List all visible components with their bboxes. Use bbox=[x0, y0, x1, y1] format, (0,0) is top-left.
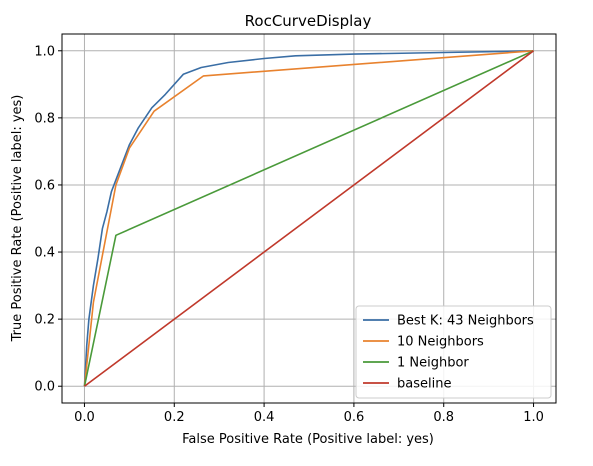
legend-label: baseline bbox=[397, 377, 451, 392]
legend-label: 10 Neighbors bbox=[397, 335, 484, 350]
legend: Best K: 43 Neighbors 10 Neighbors 1 Neighb… bbox=[355, 305, 552, 399]
y-tick-label: 0.8 bbox=[34, 111, 55, 126]
x-tick-label: 0.4 bbox=[254, 410, 275, 425]
plot-frame bbox=[61, 33, 557, 404]
y-tick-label: 1.0 bbox=[34, 44, 55, 59]
x-ticks: 0.0 0.2 0.4 0.6 0.8 1.0 bbox=[74, 403, 544, 425]
series-line-2 bbox=[83, 50, 534, 387]
legend-label: Best K: 43 Neighbors bbox=[397, 314, 534, 329]
legend-label: 1 Neighbor bbox=[397, 356, 469, 371]
x-tick-label: 0.0 bbox=[74, 410, 95, 425]
legend-box bbox=[355, 305, 552, 399]
series-line-0 bbox=[83, 50, 534, 387]
chart-title: RocCurveDisplay bbox=[245, 12, 372, 30]
y-tick-label: 0.2 bbox=[34, 313, 55, 328]
series-line-1 bbox=[83, 50, 534, 387]
y-axis-label: True Positive Rate (Positive label: yes) bbox=[10, 95, 25, 343]
grid bbox=[62, 34, 556, 403]
plot-lines bbox=[83, 50, 534, 387]
y-tick-label: 0.4 bbox=[34, 246, 55, 261]
x-tick-label: 0.6 bbox=[344, 410, 365, 425]
x-tick-label: 1.0 bbox=[523, 410, 544, 425]
y-tick-label: 0.6 bbox=[34, 178, 55, 193]
series-line-3 bbox=[84, 50, 534, 387]
x-tick-label: 0.8 bbox=[433, 410, 454, 425]
x-tick-label: 0.2 bbox=[164, 410, 185, 425]
y-ticks: 0.0 0.2 0.4 0.6 0.8 1.0 bbox=[34, 44, 62, 395]
y-tick-label: 0.0 bbox=[34, 380, 55, 395]
x-axis-label: False Positive Rate (Positive label: yes… bbox=[182, 432, 434, 447]
